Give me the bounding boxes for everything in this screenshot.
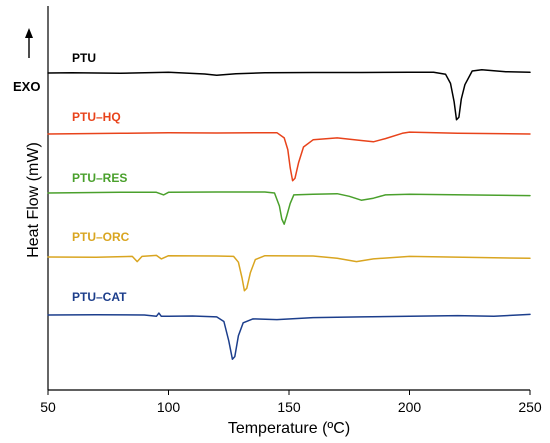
x-tick-label: 150 [277,399,301,415]
series-line-ptu-orc [47,254,531,292]
series-group: PTU PTU–HQ PTU–RES PTU–ORC PTU–CAT [47,51,531,360]
series-line-ptu-res [47,191,531,225]
x-tick-label: 250 [518,399,542,415]
series-label: PTU–HQ [72,110,121,124]
series-label: PTU–CAT [72,290,127,304]
x-tick-label: 100 [157,399,181,415]
x-axis-title: Temperature (ºC) [228,420,350,437]
exo-label: EXO [13,79,40,94]
series-label: PTU–RES [72,171,127,185]
series-line-ptu [47,69,531,121]
x-ticks: 50 100 150 200 250 [40,390,542,415]
series-line-ptu-cat [47,312,531,360]
y-axis-title: Heat Flow (mW) [25,142,42,258]
series-label: PTU–ORC [72,230,130,244]
exo-arrow-icon [25,28,33,58]
x-tick-label: 200 [398,399,422,415]
x-tick-label: 50 [40,399,56,415]
series-line-ptu-hq [47,131,531,182]
series-label: PTU [72,51,96,65]
